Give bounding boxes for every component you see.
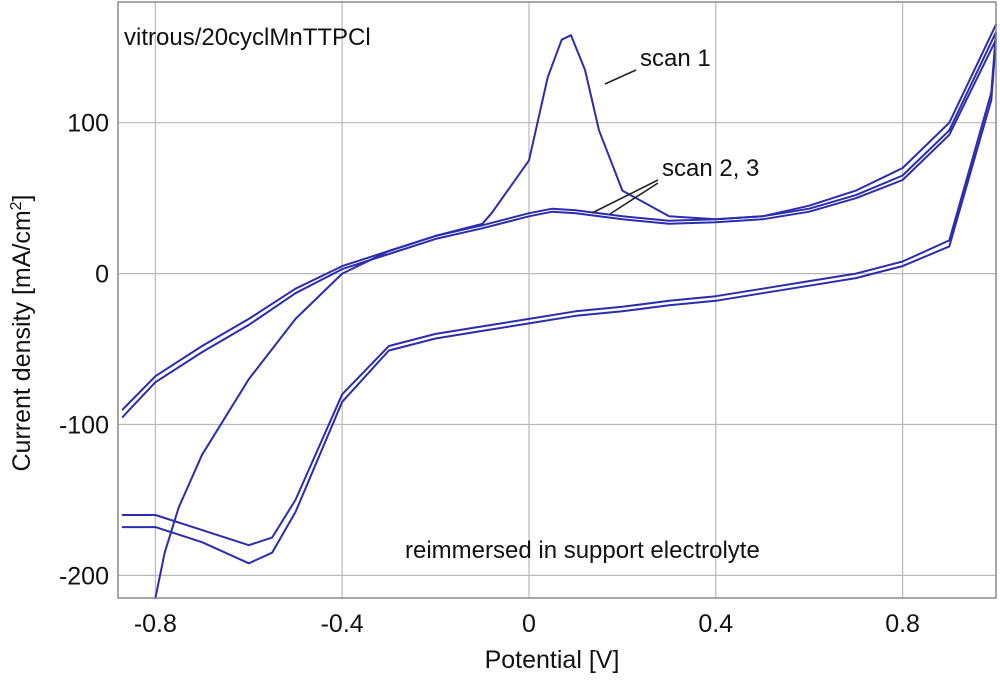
x-axis-title: Potential [V] xyxy=(485,646,620,674)
tick-labels: -0.8 -0.4 0 0.4 0.8 -200 -100 0 100 xyxy=(59,110,920,638)
series-line-3 xyxy=(121,38,997,565)
y-tick-label: -100 xyxy=(59,411,109,439)
x-tick-label: 0.8 xyxy=(885,610,920,638)
sample-label: vitrous/20cyclMnTTPCl xyxy=(124,24,371,51)
scan23-annotation: scan 2, 3 xyxy=(662,155,759,182)
series-line-4 xyxy=(154,212,493,599)
x-tick-label: 0.4 xyxy=(698,610,733,638)
series-lines xyxy=(121,23,997,599)
x-tick-label: 0 xyxy=(522,610,536,638)
x-tick-label: -0.4 xyxy=(321,610,364,638)
series-line-2 xyxy=(121,31,997,547)
y-tick-label: -200 xyxy=(59,562,109,590)
series-line-1 xyxy=(490,23,997,221)
gridlines xyxy=(118,2,996,598)
electrolyte-note: reimmersed in support electrolyte xyxy=(405,537,760,564)
plot-frame xyxy=(117,1,997,599)
x-tick-label: -0.8 xyxy=(134,610,177,638)
y-axis-title: Current density [mA/cm2] xyxy=(8,194,36,471)
scan2-leader-line xyxy=(591,179,659,214)
y-tick-label: 100 xyxy=(67,110,109,138)
y-tick-label: 0 xyxy=(95,261,109,289)
scan3-leader-line xyxy=(609,182,659,215)
scan1-leader-line xyxy=(604,69,637,85)
scan1-annotation: scan 1 xyxy=(640,45,711,72)
